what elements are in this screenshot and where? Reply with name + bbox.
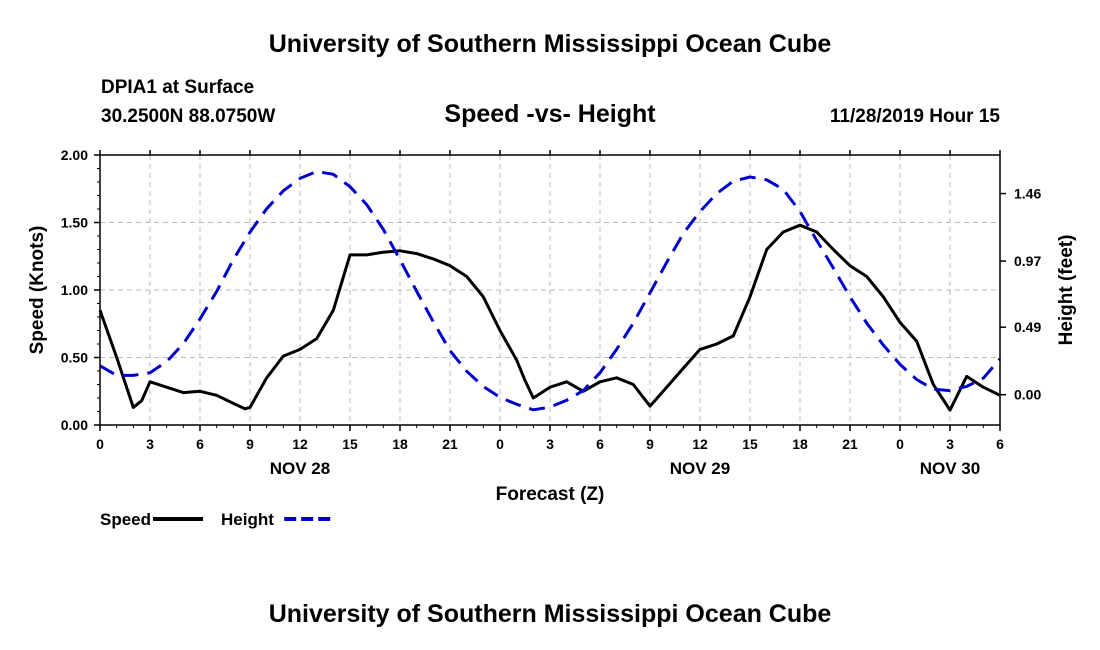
x-tick-label: 21 [442,436,458,452]
forecast-datetime: 11/28/2019 Hour 15 [829,106,1000,127]
x-tick-label: 15 [742,436,758,452]
y-left-tick-label: 0.00 [61,417,88,433]
x-tick-label: 12 [692,436,708,452]
axes: 0 3 6 9 12 15 18 21 0 3 6 9 12 15 18 21 0 3 6 0.00 0.50 1.00 1… [27,147,1077,505]
x-tick-label: 3 [946,436,954,452]
date-label: NOV 30 [920,459,980,478]
x-tick-label: 9 [246,436,254,452]
speed-height-chart: 0 3 6 9 12 15 18 21 0 3 6 9 12 15 18 21 0 3 6 0.00 0.50 1.00 1… [27,147,1077,529]
y-left-axis-title: Speed (Knots) [27,226,48,355]
grid [100,155,1000,425]
x-tick-label: 6 [996,436,1004,452]
y-right-axis-title: Height (feet) [1056,235,1077,346]
y-right-tick-label: 0.49 [1014,319,1041,335]
x-tick-label: 12 [292,436,308,452]
station-name: DPIA1 at Surface [101,77,255,98]
x-tick-label: 3 [146,436,154,452]
x-tick-label: 0 [496,436,504,452]
x-tick-label: 0 [896,436,904,452]
y-left-tick-label: 2.00 [61,147,88,163]
series-line-speed [98,223,1001,412]
x-tick-label: 0 [96,436,104,452]
legend-label-speed: Speed [100,510,151,529]
y-right-tick-label: 1.46 [1014,186,1041,202]
x-tick-label: 15 [342,436,358,452]
chart-title: University of Southern Mississippi Ocean… [268,30,832,58]
station-coordinates: 30.2500N 88.0750W [101,106,276,127]
x-tick-label: 3 [546,436,554,452]
x-axis-title: Forecast (Z) [496,484,605,505]
date-label: NOV 28 [270,459,330,478]
y-left-tick-label: 1.50 [61,215,88,231]
series-line-height [99,170,1002,412]
y-right-tick-label: 0.97 [1014,253,1041,269]
legend-label-height: Height [221,510,274,529]
legend: Speed Height [100,510,335,529]
x-tick-label: 9 [646,436,654,452]
footer-title: University of Southern Mississippi Ocean… [268,600,832,628]
chart-subtitle: Speed -vs- Height [444,100,656,128]
date-label: NOV 29 [670,459,730,478]
x-tick-label: 6 [596,436,604,452]
y-right-tick-label: 0.00 [1014,387,1041,403]
x-tick-label: 6 [196,436,204,452]
y-left-tick-label: 1.00 [61,282,88,298]
series-layer [98,170,1002,412]
x-tick-label: 21 [842,436,858,452]
x-tick-label: 18 [792,436,808,452]
x-tick-label: 18 [392,436,408,452]
y-left-tick-label: 0.50 [61,350,88,366]
